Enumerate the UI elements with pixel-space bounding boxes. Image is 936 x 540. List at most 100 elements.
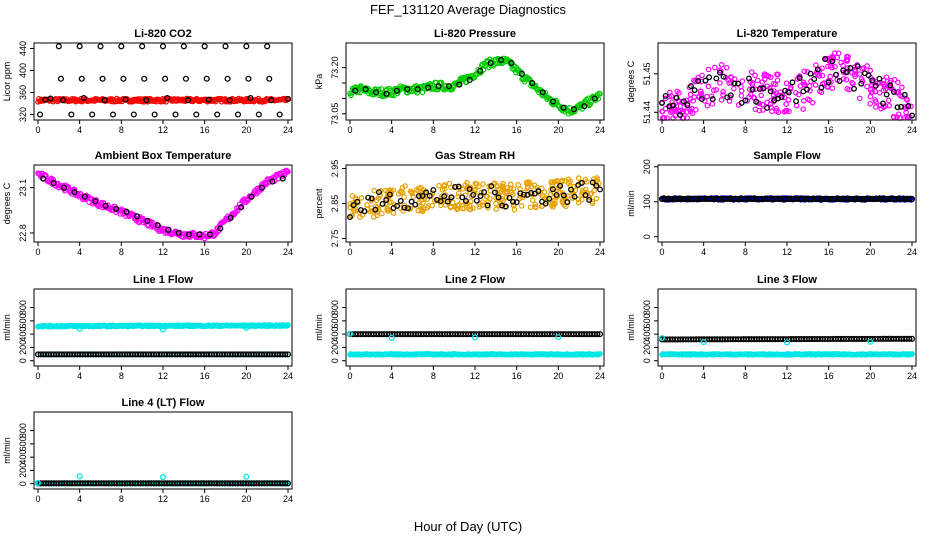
data-point-avg — [477, 67, 484, 74]
y-tick-label: 600 — [330, 313, 340, 328]
data-point-fast — [438, 79, 445, 86]
data-point-avg — [596, 331, 604, 338]
x-tick-label: 20 — [241, 371, 251, 381]
data-point-fast — [709, 101, 716, 107]
data-point-avg — [279, 175, 286, 182]
data-point-fast — [554, 193, 561, 200]
data-point-avg — [822, 56, 828, 62]
panel-title: Line 4 (LT) Flow — [122, 397, 205, 409]
y-tick-label: 200 — [642, 159, 652, 174]
data-point-fast — [453, 205, 460, 212]
data-point-fast — [575, 175, 582, 181]
x-tick-label: 4 — [77, 494, 82, 504]
data-point-fast — [726, 80, 732, 86]
x-tick-label: 8 — [119, 125, 124, 135]
data-point-fast — [899, 84, 905, 91]
data-point-dips — [388, 334, 395, 341]
data-point-fast — [752, 106, 759, 112]
data-point-fast — [502, 189, 508, 196]
data-point-avg — [37, 111, 44, 118]
data-point-fast — [801, 68, 808, 75]
data-point-fast — [746, 86, 753, 93]
data-point-avg — [659, 99, 665, 106]
x-tick-label: 0 — [347, 371, 352, 381]
data-point-avg — [245, 75, 252, 82]
data-point-spikes — [76, 473, 83, 480]
y-axis-label: degrees C — [2, 182, 12, 224]
data-point-dips — [658, 335, 666, 342]
data-point-avg — [284, 351, 292, 358]
x-tick-label: 4 — [701, 371, 706, 381]
data-point-fast — [515, 182, 521, 188]
data-point-avg — [47, 95, 54, 102]
x-tick-label: 20 — [553, 125, 563, 135]
x-tick-label: 12 — [782, 371, 792, 381]
data-point-fast — [517, 193, 524, 199]
data-point-fast — [793, 102, 800, 109]
data-point-fast — [712, 64, 718, 71]
data-point-fast — [669, 99, 675, 105]
data-point-fast — [550, 201, 556, 207]
data-point-fast — [747, 78, 753, 85]
x-tick-label: 20 — [241, 494, 251, 504]
data-point-fast — [904, 97, 911, 103]
data-point-fast — [487, 188, 494, 194]
y-tick-label: 0 — [18, 481, 28, 486]
data-point-avg — [691, 87, 698, 94]
data-point-fast — [739, 78, 746, 84]
panel-4: Gas Stream RH percent 0 4 8 12 16 20 24 2.75 2.85 2… — [314, 150, 605, 257]
data-point-avg — [60, 184, 68, 191]
data-point-avg — [159, 43, 167, 50]
x-tick-label: 12 — [470, 247, 480, 257]
data-point-fast — [690, 98, 696, 104]
data-point-avg — [238, 204, 245, 211]
data-point-fast — [494, 184, 501, 190]
data-point-fast — [829, 85, 836, 91]
data-point-avg — [593, 182, 600, 189]
data-point-fast — [695, 74, 701, 81]
data-point-avg — [455, 183, 462, 190]
data-point-fast — [541, 189, 548, 195]
figure-title: FEF_131120 Average Diagnostics — [370, 2, 567, 17]
x-tick-label: 4 — [77, 371, 82, 381]
data-point-avg — [796, 75, 803, 82]
data-point-avg — [412, 201, 419, 208]
data-point-fast — [774, 77, 781, 84]
data-point-avg — [477, 193, 484, 199]
data-point-avg — [401, 204, 408, 211]
data-point-avg — [162, 75, 169, 82]
panel-2: Li-820 Temperature degrees C 0 4 8 12 16 20 24 51… — [626, 28, 917, 135]
plot-frame — [33, 42, 293, 121]
y-tick-label: 0 — [330, 358, 340, 363]
data-point-dips — [243, 324, 250, 331]
data-point-fast — [476, 204, 483, 210]
y-tick-label: 100 — [642, 194, 652, 209]
data-point-fast — [511, 206, 518, 213]
data-point-avg — [735, 80, 742, 87]
x-tick-label: 24 — [595, 247, 605, 257]
y-tick-label: 600 — [18, 436, 28, 451]
x-tick-label: 0 — [35, 371, 40, 381]
data-point-fast — [864, 63, 870, 69]
data-point-avg — [814, 66, 821, 73]
data-point-fast — [869, 89, 875, 95]
data-point-avg — [497, 56, 505, 63]
data-point-fast — [725, 76, 731, 83]
data-point-fast — [773, 108, 780, 114]
data-point-fast — [828, 79, 834, 85]
data-point-fast — [783, 107, 790, 114]
data-point-fast — [371, 187, 378, 194]
data-point-fast — [485, 204, 491, 211]
data-point-avg — [677, 112, 684, 118]
data-point-avg — [217, 225, 224, 232]
data-point-avg — [456, 81, 463, 88]
data-point-avg — [908, 195, 916, 203]
data-point-fast — [887, 79, 893, 86]
data-point-fast — [491, 180, 498, 186]
data-point-fast — [867, 67, 874, 74]
data-point-avg — [549, 186, 556, 193]
x-tick-label: 12 — [470, 125, 480, 135]
data-point-avg — [165, 226, 172, 233]
data-point-avg — [680, 98, 687, 105]
panel-title: Li-820 Temperature — [737, 28, 838, 40]
